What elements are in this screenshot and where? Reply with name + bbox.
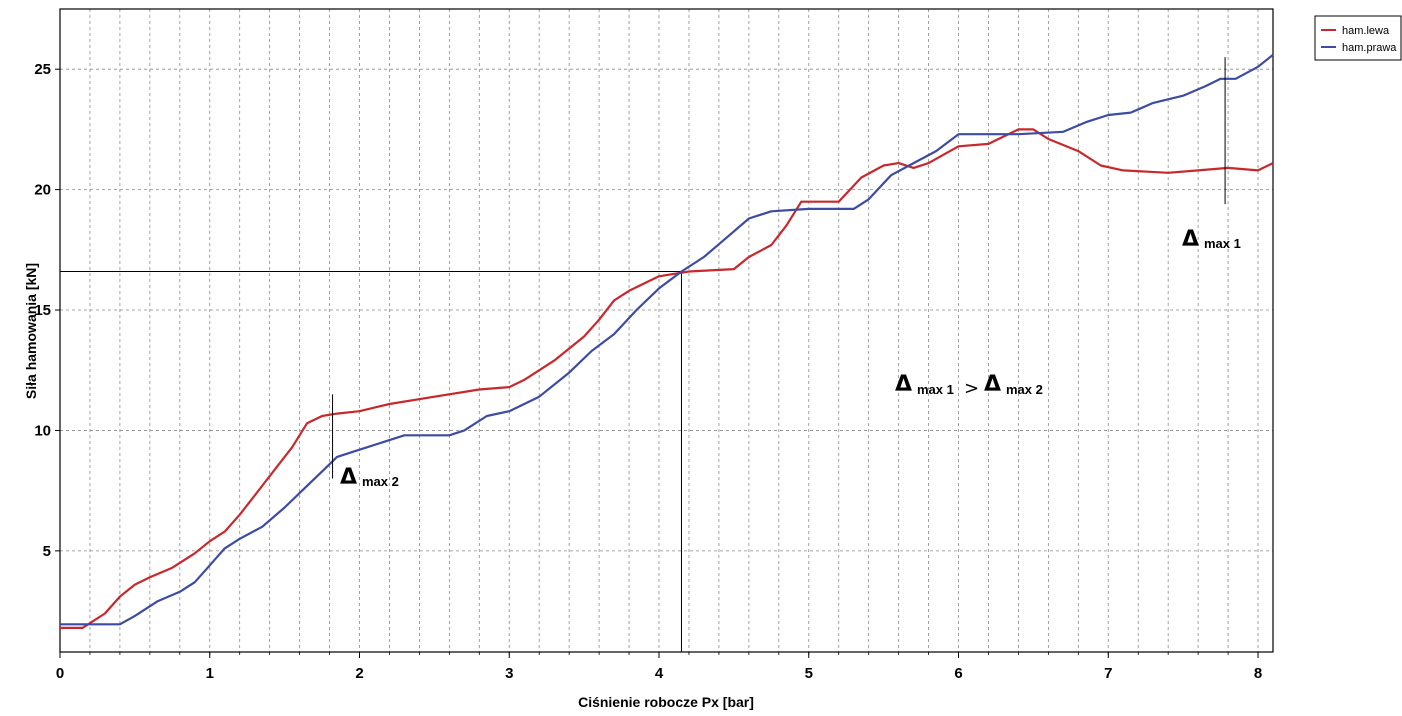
x-tick-label: 8 — [1254, 665, 1262, 682]
y-tick-label: 5 — [43, 543, 51, 560]
y-tick-label: 25 — [34, 61, 51, 78]
x-tick-label: 6 — [954, 665, 962, 682]
annotation-subscript: max 2 — [1006, 382, 1043, 397]
x-axis-label: Ciśnienie robocze Px [bar] — [578, 694, 754, 710]
y-tick-label: 20 — [34, 182, 51, 199]
series-line-ham-prawa — [60, 53, 1274, 626]
plot-frame — [59, 8, 1274, 653]
x-tick-label: 2 — [355, 665, 363, 682]
series-line-ham-lewa — [60, 128, 1274, 629]
annotation-delta-symbol: Δ — [984, 372, 1001, 397]
y-tick-label: 15 — [34, 302, 51, 319]
x-tick-label: 3 — [505, 665, 513, 682]
annotation-comparison: Δ max 1 > Δ max 2 — [895, 372, 1043, 399]
y-tick-label: 10 — [34, 422, 51, 439]
series-lines — [60, 53, 1274, 629]
legend-label-ham-lewa: ham.lewa — [1342, 25, 1390, 37]
annotation-delta-symbol: Δ — [1182, 227, 1199, 252]
annotation-delta-max1: Δ max 1 — [1182, 227, 1241, 252]
annotation-greater-than: > — [964, 378, 979, 399]
x-ticks: 0 1 2 3 4 5 6 7 8 — [56, 652, 1262, 682]
annotation-delta-max2: Δ max 2 — [340, 465, 399, 490]
grid — [60, 9, 1273, 652]
x-tick-label: 4 — [655, 665, 664, 682]
annotation-subscript: max 2 — [362, 474, 399, 489]
x-tick-label: 5 — [805, 665, 813, 682]
annotation-subscript: max 1 — [917, 382, 954, 397]
x-tick-label: 7 — [1104, 665, 1112, 682]
legend-box — [1314, 15, 1402, 61]
y-axis-label: Siła hamowania [kN] — [23, 263, 39, 399]
legend-label-ham-prawa: ham.prawa — [1342, 42, 1397, 54]
annotation-delta-symbol: Δ — [895, 372, 912, 397]
legend: ham.lewa ham.prawa — [1314, 15, 1402, 61]
x-tick-label: 1 — [206, 665, 214, 682]
x-tick-label: 0 — [56, 665, 64, 682]
y-ticks: 5 10 15 20 25 — [34, 61, 60, 560]
annotation-delta-symbol: Δ — [340, 465, 357, 490]
reference-lines — [60, 270, 682, 652]
delta-markers — [332, 57, 1226, 479]
annotation-subscript: max 1 — [1204, 236, 1241, 251]
